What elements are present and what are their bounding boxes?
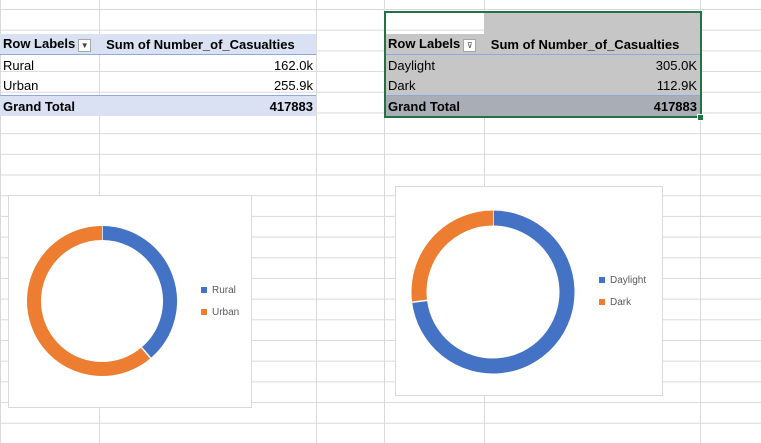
legend-swatch-icon [599, 277, 605, 283]
donut-ring-group [27, 226, 177, 376]
legend-swatch-icon [201, 309, 207, 315]
slice-separator [412, 299, 428, 304]
legend-item: Dark [599, 291, 646, 313]
legend-swatch-icon [599, 299, 605, 305]
value-field-header[interactable]: Sum of Number_of_Casualties [103, 34, 316, 55]
value-cell[interactable]: 255.9k [273, 77, 313, 93]
pivot-table-area[interactable]: Row Labels ▼ Sum of Number_of_Casualties … [0, 34, 316, 116]
legend-label: Urban [212, 306, 240, 318]
legend-item: Daylight [599, 269, 646, 291]
legend-item: Urban [201, 301, 239, 323]
grand-total-label[interactable]: Grand Total [385, 95, 488, 116]
row-labels-header[interactable]: Row Labels ⊽ [385, 34, 488, 55]
donut-slice-rural[interactable] [101, 226, 177, 359]
row-label-cell[interactable]: Daylight [385, 54, 488, 75]
legend-label: Dark [610, 296, 632, 308]
grand-total-value[interactable]: 417883 [487, 95, 700, 116]
row-label-cell[interactable]: Rural [3, 57, 35, 73]
chart-legend[interactable]: Rural Urban [201, 279, 239, 323]
donut-chart-plot [27, 226, 177, 376]
legend-label: Daylight [610, 274, 647, 286]
donut-chart-plot [411, 210, 575, 374]
pivot-table-area[interactable]: Row Labels ⊽ Sum of Number_of_Casualties … [385, 34, 700, 116]
column-gridline [316, 0, 317, 443]
legend-item: Rural [201, 279, 239, 301]
column-gridline [700, 0, 701, 443]
value-cell[interactable]: 112.9K [487, 75, 700, 96]
donut-chart[interactable]: Daylight Dark [395, 186, 663, 396]
legend-swatch-icon [201, 287, 207, 293]
value-cell[interactable]: 305.0K [487, 54, 700, 75]
row-label-cell[interactable]: Dark [385, 75, 488, 96]
donut-slice-urban[interactable] [27, 226, 151, 376]
fill-handle[interactable] [697, 114, 704, 121]
filter-active-icon[interactable]: ⊽ [463, 38, 477, 52]
grand-total-value[interactable]: 417883 [103, 95, 316, 116]
value-field-header[interactable]: Sum of Number_of_Casualties [487, 34, 700, 55]
chart-legend[interactable]: Daylight Dark [599, 269, 646, 313]
legend-label: Rural [212, 284, 236, 296]
filter-dropdown-icon[interactable]: ▼ [78, 38, 92, 52]
row-labels-header[interactable]: Row Labels ▼ [0, 34, 104, 55]
row-label-cell[interactable]: Urban [3, 77, 39, 93]
slice-separator [140, 346, 152, 359]
donut-slice-dark[interactable] [411, 210, 494, 303]
selection-border [384, 11, 702, 118]
donut-chart[interactable]: Rural Urban [8, 195, 252, 408]
column-gridline [384, 0, 385, 443]
grand-total-label[interactable]: Grand Total [0, 95, 104, 116]
selected-cell-range[interactable] [484, 12, 700, 34]
value-cell[interactable]: 162.0k [273, 57, 313, 73]
donut-slice-daylight[interactable] [412, 210, 575, 374]
donut-ring-group [411, 210, 575, 374]
